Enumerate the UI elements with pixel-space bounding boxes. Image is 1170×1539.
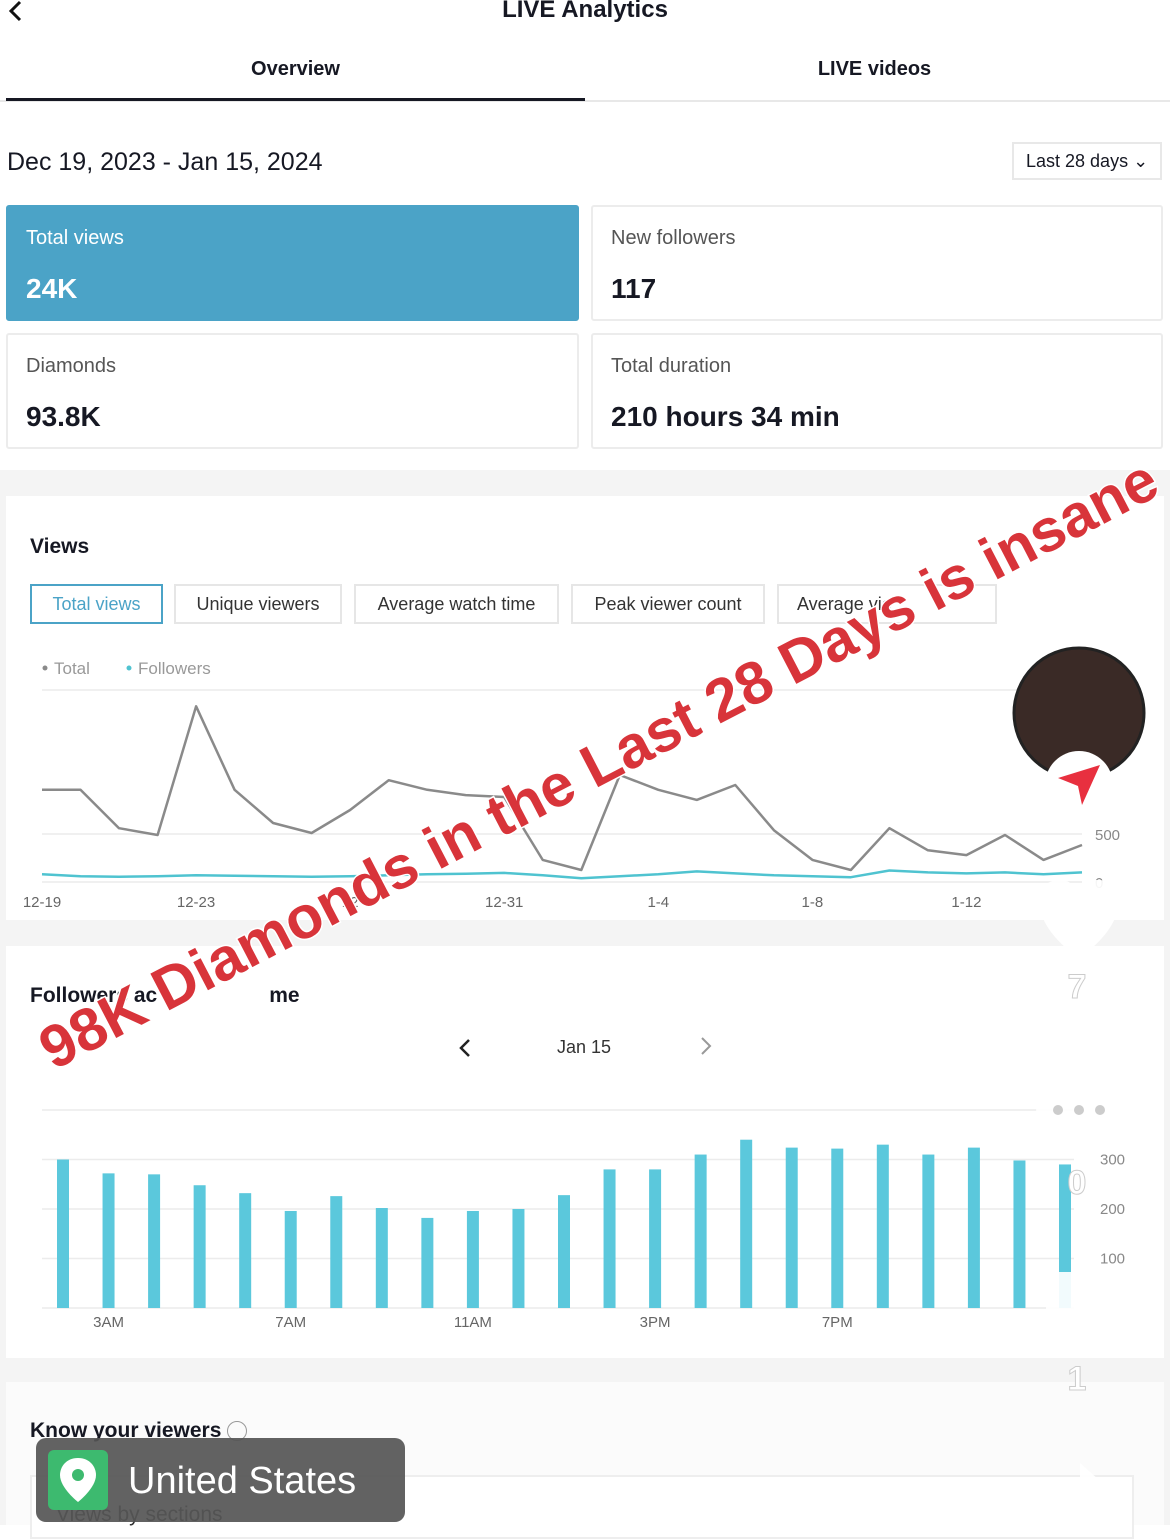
legend-marker xyxy=(42,665,48,671)
bar xyxy=(330,1196,343,1308)
x-tick-label: 12-19 xyxy=(23,894,61,911)
bar xyxy=(421,1217,434,1308)
section-title: Followers ac me xyxy=(30,984,300,1008)
bar xyxy=(375,1208,388,1308)
metric-label: Total views xyxy=(26,227,124,249)
dot xyxy=(1074,1105,1084,1115)
avatar[interactable] xyxy=(1014,648,1144,778)
like-count: 7 xyxy=(1068,968,1087,1006)
metric-value: 210 hours 34 min xyxy=(611,401,840,432)
bar xyxy=(876,1144,889,1308)
page-title: LIVE Analytics xyxy=(502,0,668,23)
location-text: United States xyxy=(128,1460,356,1502)
filter-pill[interactable]: Average vie xyxy=(777,584,997,624)
filter-pill[interactable]: Peak viewer count xyxy=(571,584,765,624)
title-part: Followers ac xyxy=(30,984,158,1007)
series-line xyxy=(41,869,1083,880)
legend-label: Followers xyxy=(138,659,211,678)
bar xyxy=(967,1147,980,1308)
bar xyxy=(148,1174,161,1308)
tab[interactable]: LIVE videos xyxy=(817,58,932,80)
y-tick-label: 500 xyxy=(1095,827,1120,844)
send-icon xyxy=(1058,765,1100,805)
x-tick-label: 3PM xyxy=(640,1314,671,1331)
filter-pill[interactable]: Total views xyxy=(30,584,163,624)
metric-label: Diamonds xyxy=(26,355,117,377)
tab-indicator xyxy=(6,98,585,101)
metric-value: 93.8K xyxy=(26,401,101,432)
tab-divider xyxy=(0,100,1170,102)
x-tick-label: 12-23 xyxy=(177,894,215,911)
bar xyxy=(603,1169,616,1308)
tab[interactable]: Overview xyxy=(251,58,340,80)
share-icon[interactable] xyxy=(1040,1463,1118,1525)
bar xyxy=(466,1210,479,1308)
series-line xyxy=(42,705,1083,872)
title-text: Know your viewers xyxy=(30,1419,222,1442)
day-label: Jan 15 xyxy=(556,1037,612,1057)
x-tick-label: 1-8 xyxy=(802,894,824,911)
dot xyxy=(1053,1105,1063,1115)
metric-label: Total duration xyxy=(611,355,732,377)
section-title: Views xyxy=(30,535,90,558)
x-tick-label: 12 xyxy=(342,894,359,911)
bar xyxy=(785,1147,798,1308)
bar xyxy=(102,1173,115,1308)
metric-card[interactable]: Diamonds 93.8K xyxy=(6,333,579,449)
legend-label: Total xyxy=(54,659,90,678)
next-day[interactable] xyxy=(696,1035,716,1059)
bar xyxy=(922,1154,935,1308)
bar xyxy=(740,1139,753,1308)
period-label: Last 28 days xyxy=(1026,151,1129,171)
title-part: me xyxy=(269,984,300,1007)
prev-day[interactable] xyxy=(455,1037,475,1061)
filter-pill[interactable]: Average watch time xyxy=(354,584,559,624)
y-tick-label: 100 xyxy=(1100,1251,1125,1268)
metric-card[interactable]: Total views 24K xyxy=(6,205,579,321)
bar xyxy=(649,1169,662,1308)
metric-card[interactable]: New followers 117 xyxy=(591,205,1163,321)
x-tick-label: 1-4 xyxy=(647,894,669,911)
x-tick-label: 12-31 xyxy=(485,894,523,911)
views-panel xyxy=(6,496,1164,920)
bar xyxy=(284,1210,297,1308)
metric-value: 117 xyxy=(611,273,657,304)
x-tick-label: 11AM xyxy=(454,1314,492,1331)
period-selector[interactable]: Last 28 days ⌄ xyxy=(1012,142,1162,180)
date-range: Dec 19, 2023 - Jan 15, 2024 xyxy=(7,148,323,176)
bar xyxy=(193,1185,206,1308)
back-button[interactable] xyxy=(4,0,28,24)
filter-pill[interactable]: Unique viewers xyxy=(174,584,342,624)
save-count: 1 xyxy=(1068,1360,1087,1398)
y-tick-label: 200 xyxy=(1100,1201,1125,1218)
bar xyxy=(57,1159,69,1308)
metric-label: New followers xyxy=(611,227,736,249)
save-icon[interactable] xyxy=(1046,1272,1112,1345)
x-tick-label: 7PM xyxy=(822,1314,853,1331)
caption: 98K Diamonds in the Last 28 Days is insa… xyxy=(28,445,1168,1082)
metric-value: 24K xyxy=(26,273,78,304)
pin-dot xyxy=(72,1469,84,1481)
comment-count: 0 xyxy=(1068,1164,1087,1202)
dot xyxy=(1095,1105,1105,1115)
metric-card[interactable]: Total duration 210 hours 34 min xyxy=(591,333,1163,449)
x-tick-label: 3AM xyxy=(93,1314,124,1331)
bar xyxy=(558,1195,570,1308)
bar xyxy=(831,1148,844,1308)
x-tick-label: 1-12 xyxy=(951,894,981,911)
bar xyxy=(1013,1160,1026,1308)
location-badge[interactable] xyxy=(36,1438,405,1522)
y-tick-label: 300 xyxy=(1100,1152,1125,1169)
like-icon[interactable] xyxy=(1039,879,1119,958)
bar xyxy=(512,1209,525,1308)
x-tick-label: 7AM xyxy=(275,1314,306,1331)
bar xyxy=(239,1193,252,1308)
bar xyxy=(694,1154,707,1308)
legend-marker xyxy=(126,665,132,671)
